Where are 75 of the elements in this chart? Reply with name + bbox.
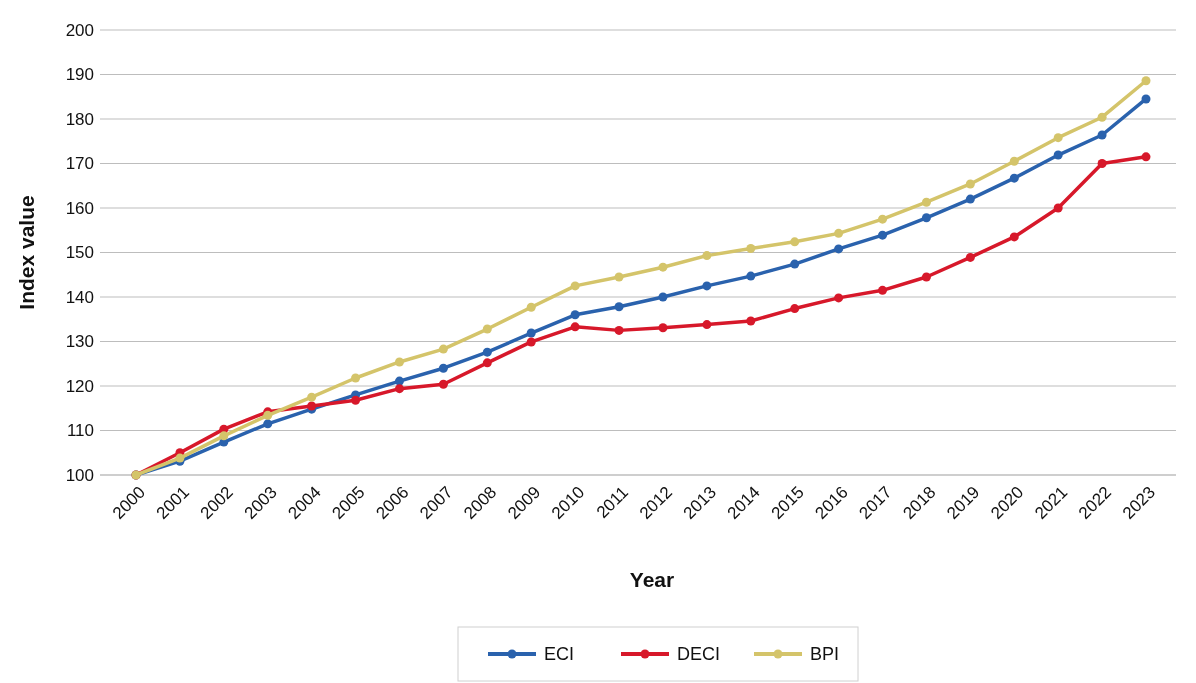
point [658,262,668,272]
point [1053,203,1063,213]
point [834,228,844,238]
point [614,325,624,335]
point [746,244,756,253]
point [878,214,888,224]
point [1053,150,1063,160]
y-tick-label: 170 [65,154,94,174]
point [219,431,229,441]
point [614,302,624,312]
legend-label: ECI [544,644,575,665]
y-tick-label: 120 [65,376,94,396]
y-tick-label: 160 [65,198,94,218]
point [1141,76,1151,86]
point [482,324,492,334]
point [1097,159,1107,168]
point [746,316,756,326]
point [526,337,536,347]
point [394,357,404,367]
point [921,197,931,207]
point [526,302,536,312]
point [526,328,536,338]
point [658,323,668,333]
point [1053,133,1063,143]
point [790,304,800,314]
point [790,237,800,247]
y-tick-label: 180 [65,109,94,129]
point [1141,94,1151,104]
x-axis-title: Year [629,568,675,591]
y-tick-label: 110 [66,421,94,441]
y-tick-label: 100 [65,465,94,485]
point [570,310,580,320]
point [570,281,580,291]
point [1141,152,1151,162]
point [702,251,712,261]
point [263,419,273,429]
point [746,271,756,281]
point [965,252,975,262]
point [878,230,888,240]
point [878,285,888,295]
point [790,259,800,269]
point [394,376,404,386]
point [307,392,317,402]
point [351,395,361,405]
point [438,379,448,389]
point [438,344,448,354]
point [1009,232,1019,242]
point [1097,112,1107,122]
point [702,281,712,291]
point [702,320,712,330]
y-tick-label: 140 [65,287,94,307]
point [1009,173,1019,183]
point [1009,156,1019,166]
point [965,179,975,189]
y-tick-label: 150 [65,243,94,263]
legend-label: DECI [677,644,721,665]
legend-label: BPI [810,644,840,665]
point [834,293,844,303]
point [570,322,580,332]
point [482,347,492,357]
point [1097,130,1107,140]
point [351,373,361,383]
y-axis-title: Index value [15,195,38,310]
point [438,363,448,373]
point [834,244,844,254]
y-tick-label: 200 [65,20,94,40]
point [482,358,492,368]
y-tick-label: 190 [65,65,94,85]
point [921,213,931,223]
point [965,194,975,204]
y-tick-label: 130 [65,332,94,352]
point [921,272,931,282]
point [614,272,624,282]
point [394,384,404,394]
point [658,292,668,302]
